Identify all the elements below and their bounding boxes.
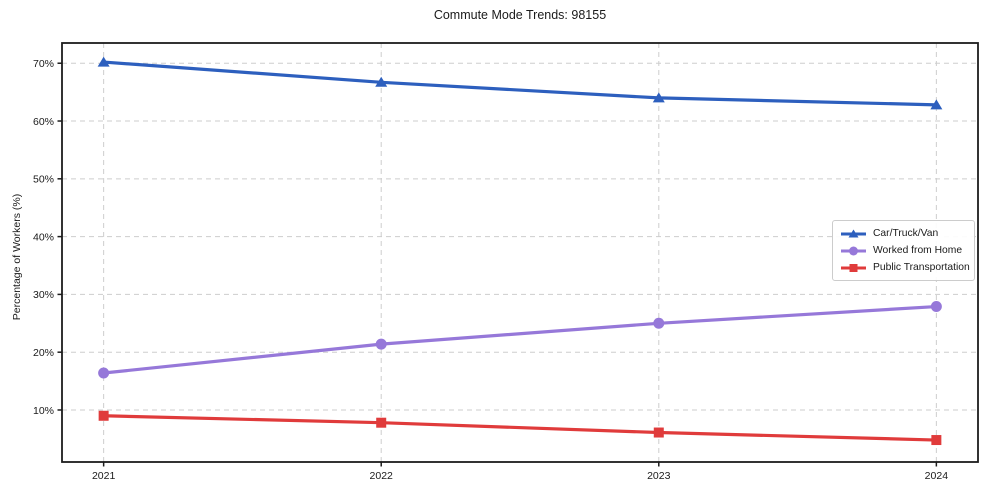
y-tick-label: 10% bbox=[33, 405, 54, 417]
chart-title: Commute Mode Trends: 98155 bbox=[433, 8, 607, 22]
series-line-circle bbox=[102, 304, 938, 375]
y-tick-label: 60% bbox=[33, 116, 54, 128]
legend-item-public-transportation: Public Transportation bbox=[840, 260, 970, 275]
legend-label: Car/Truck/Van bbox=[873, 228, 939, 239]
data-point-square bbox=[376, 417, 387, 428]
legend-swatch-circle-icon bbox=[849, 246, 858, 255]
legend-line-square-icon bbox=[841, 263, 866, 272]
series-line-square bbox=[102, 414, 938, 442]
data-point-circle bbox=[653, 317, 665, 329]
legend-label: Public Transportation bbox=[873, 262, 970, 273]
series-line-triangle bbox=[102, 60, 938, 107]
data-point-square bbox=[653, 427, 664, 438]
data-point-circle bbox=[98, 367, 110, 379]
legend-line-triangle-icon bbox=[841, 229, 866, 237]
x-tick-label: 2022 bbox=[370, 470, 394, 482]
y-tick-label: 70% bbox=[33, 58, 54, 70]
data-point-triangle bbox=[375, 76, 388, 87]
legend-swatch-square-icon bbox=[849, 263, 858, 272]
x-tick-label: 2023 bbox=[647, 470, 671, 482]
legend-item-car-truck-van: Car/Truck/Van bbox=[840, 226, 966, 241]
y-tick-label: 40% bbox=[33, 231, 54, 243]
x-tick-label: 2024 bbox=[925, 470, 949, 482]
data-point-square bbox=[98, 410, 109, 421]
legend: Car/Truck/Van Worked from Home Public Tr… bbox=[832, 220, 975, 281]
data-point-square bbox=[931, 435, 942, 446]
data-point-triangle bbox=[97, 56, 110, 67]
legend-line-circle-icon bbox=[841, 246, 866, 255]
data-point-circle bbox=[930, 301, 942, 313]
data-point-triangle bbox=[930, 99, 943, 110]
legend-item-worked-from-home: Worked from Home bbox=[840, 243, 966, 258]
y-tick-label: 20% bbox=[33, 347, 54, 359]
plot-border bbox=[61, 42, 979, 463]
y-tick-label: 50% bbox=[33, 174, 54, 186]
y-tick-label: 30% bbox=[33, 289, 54, 301]
data-point-triangle bbox=[652, 92, 665, 103]
legend-label: Worked from Home bbox=[873, 245, 963, 256]
legend-swatch-triangle-icon bbox=[848, 229, 859, 237]
data-point-circle bbox=[375, 338, 387, 350]
x-tick-label: 2021 bbox=[92, 470, 116, 482]
